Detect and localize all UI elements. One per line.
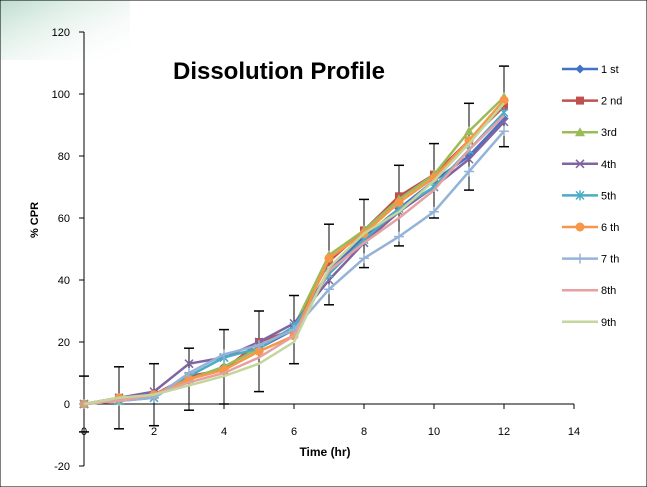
data-point	[184, 359, 194, 369]
legend-marker	[575, 190, 585, 201]
legend-label: 6 th	[601, 222, 619, 234]
legend-item: 5th	[562, 190, 616, 202]
legend: 1 st 2 nd 3rd 4th 5th 6 th 7 th 8th 9th	[562, 64, 622, 329]
data-point	[394, 231, 404, 242]
data-point	[499, 95, 509, 105]
chart-title: Dissolution Profile	[173, 58, 385, 85]
legend-item: 7 th	[562, 253, 619, 266]
legend-marker	[575, 64, 585, 74]
data-point	[499, 126, 509, 137]
legend-item: 6 th	[562, 222, 619, 234]
legend-item: 4th	[562, 159, 616, 171]
error-bars	[79, 65, 509, 433]
y-tick-label: 60	[58, 213, 70, 225]
y-tick-label: -20	[54, 461, 70, 473]
marker-stroke	[499, 117, 509, 127]
legend-label: 3rd	[601, 127, 617, 139]
data-point	[394, 198, 404, 207]
legend-item: 2 nd	[562, 96, 622, 108]
legend-label: 8th	[601, 285, 616, 297]
x-axis-title: Time (hr)	[299, 445, 350, 459]
y-tick-label: 0	[64, 399, 70, 411]
legend-item: 8th	[562, 285, 616, 297]
data-point	[359, 253, 369, 264]
marker-stroke	[464, 154, 474, 164]
y-tick-label: 100	[52, 89, 70, 101]
marker-stroke	[575, 159, 585, 169]
data-point	[219, 349, 229, 360]
marker-stroke	[184, 359, 194, 369]
x-tick-label: 2	[151, 426, 157, 438]
y-tick-label: 80	[58, 151, 70, 163]
data-point	[324, 253, 334, 263]
x-tick-label: 4	[221, 426, 227, 438]
series-lines	[79, 92, 509, 409]
data-point	[184, 368, 194, 378]
data-point	[429, 206, 439, 217]
x-tick-label: 8	[361, 426, 367, 438]
x-tick-label: 12	[498, 426, 510, 438]
data-point	[500, 102, 508, 111]
legend-label: 7 th	[601, 254, 619, 266]
legend-item: 9th	[562, 317, 616, 329]
data-point	[254, 346, 264, 356]
legend-marker	[575, 222, 585, 232]
data-point	[464, 126, 474, 136]
legend-label: 9th	[601, 317, 616, 329]
y-tick-label: 120	[52, 27, 70, 39]
legend-marker	[575, 253, 585, 264]
x-tick-label: 10	[428, 426, 440, 438]
data-point	[254, 340, 264, 351]
y-tick-label: 40	[58, 275, 70, 287]
legend-label: 1 st	[601, 64, 619, 76]
y-tick-label: 20	[58, 337, 70, 349]
data-point	[464, 166, 474, 177]
legend-label: 4th	[601, 159, 616, 171]
data-point	[464, 154, 474, 164]
y-axis-title: % CPR	[29, 202, 41, 238]
legend-marker	[576, 96, 584, 105]
series-9th	[83, 102, 505, 406]
x-tick-label: 14	[568, 426, 580, 438]
data-point	[324, 284, 334, 295]
legend-label: 5th	[601, 190, 616, 202]
axes: -2002040608010012002468101214	[52, 27, 580, 473]
legend-marker	[575, 159, 585, 169]
legend-item: 3rd	[562, 127, 617, 139]
x-tick-label: 6	[291, 426, 297, 438]
series-7-th	[79, 126, 509, 409]
legend-item: 1 st	[562, 64, 619, 76]
series-line	[83, 102, 505, 406]
legend-marker	[575, 127, 585, 137]
legend-label: 2 nd	[601, 96, 622, 108]
